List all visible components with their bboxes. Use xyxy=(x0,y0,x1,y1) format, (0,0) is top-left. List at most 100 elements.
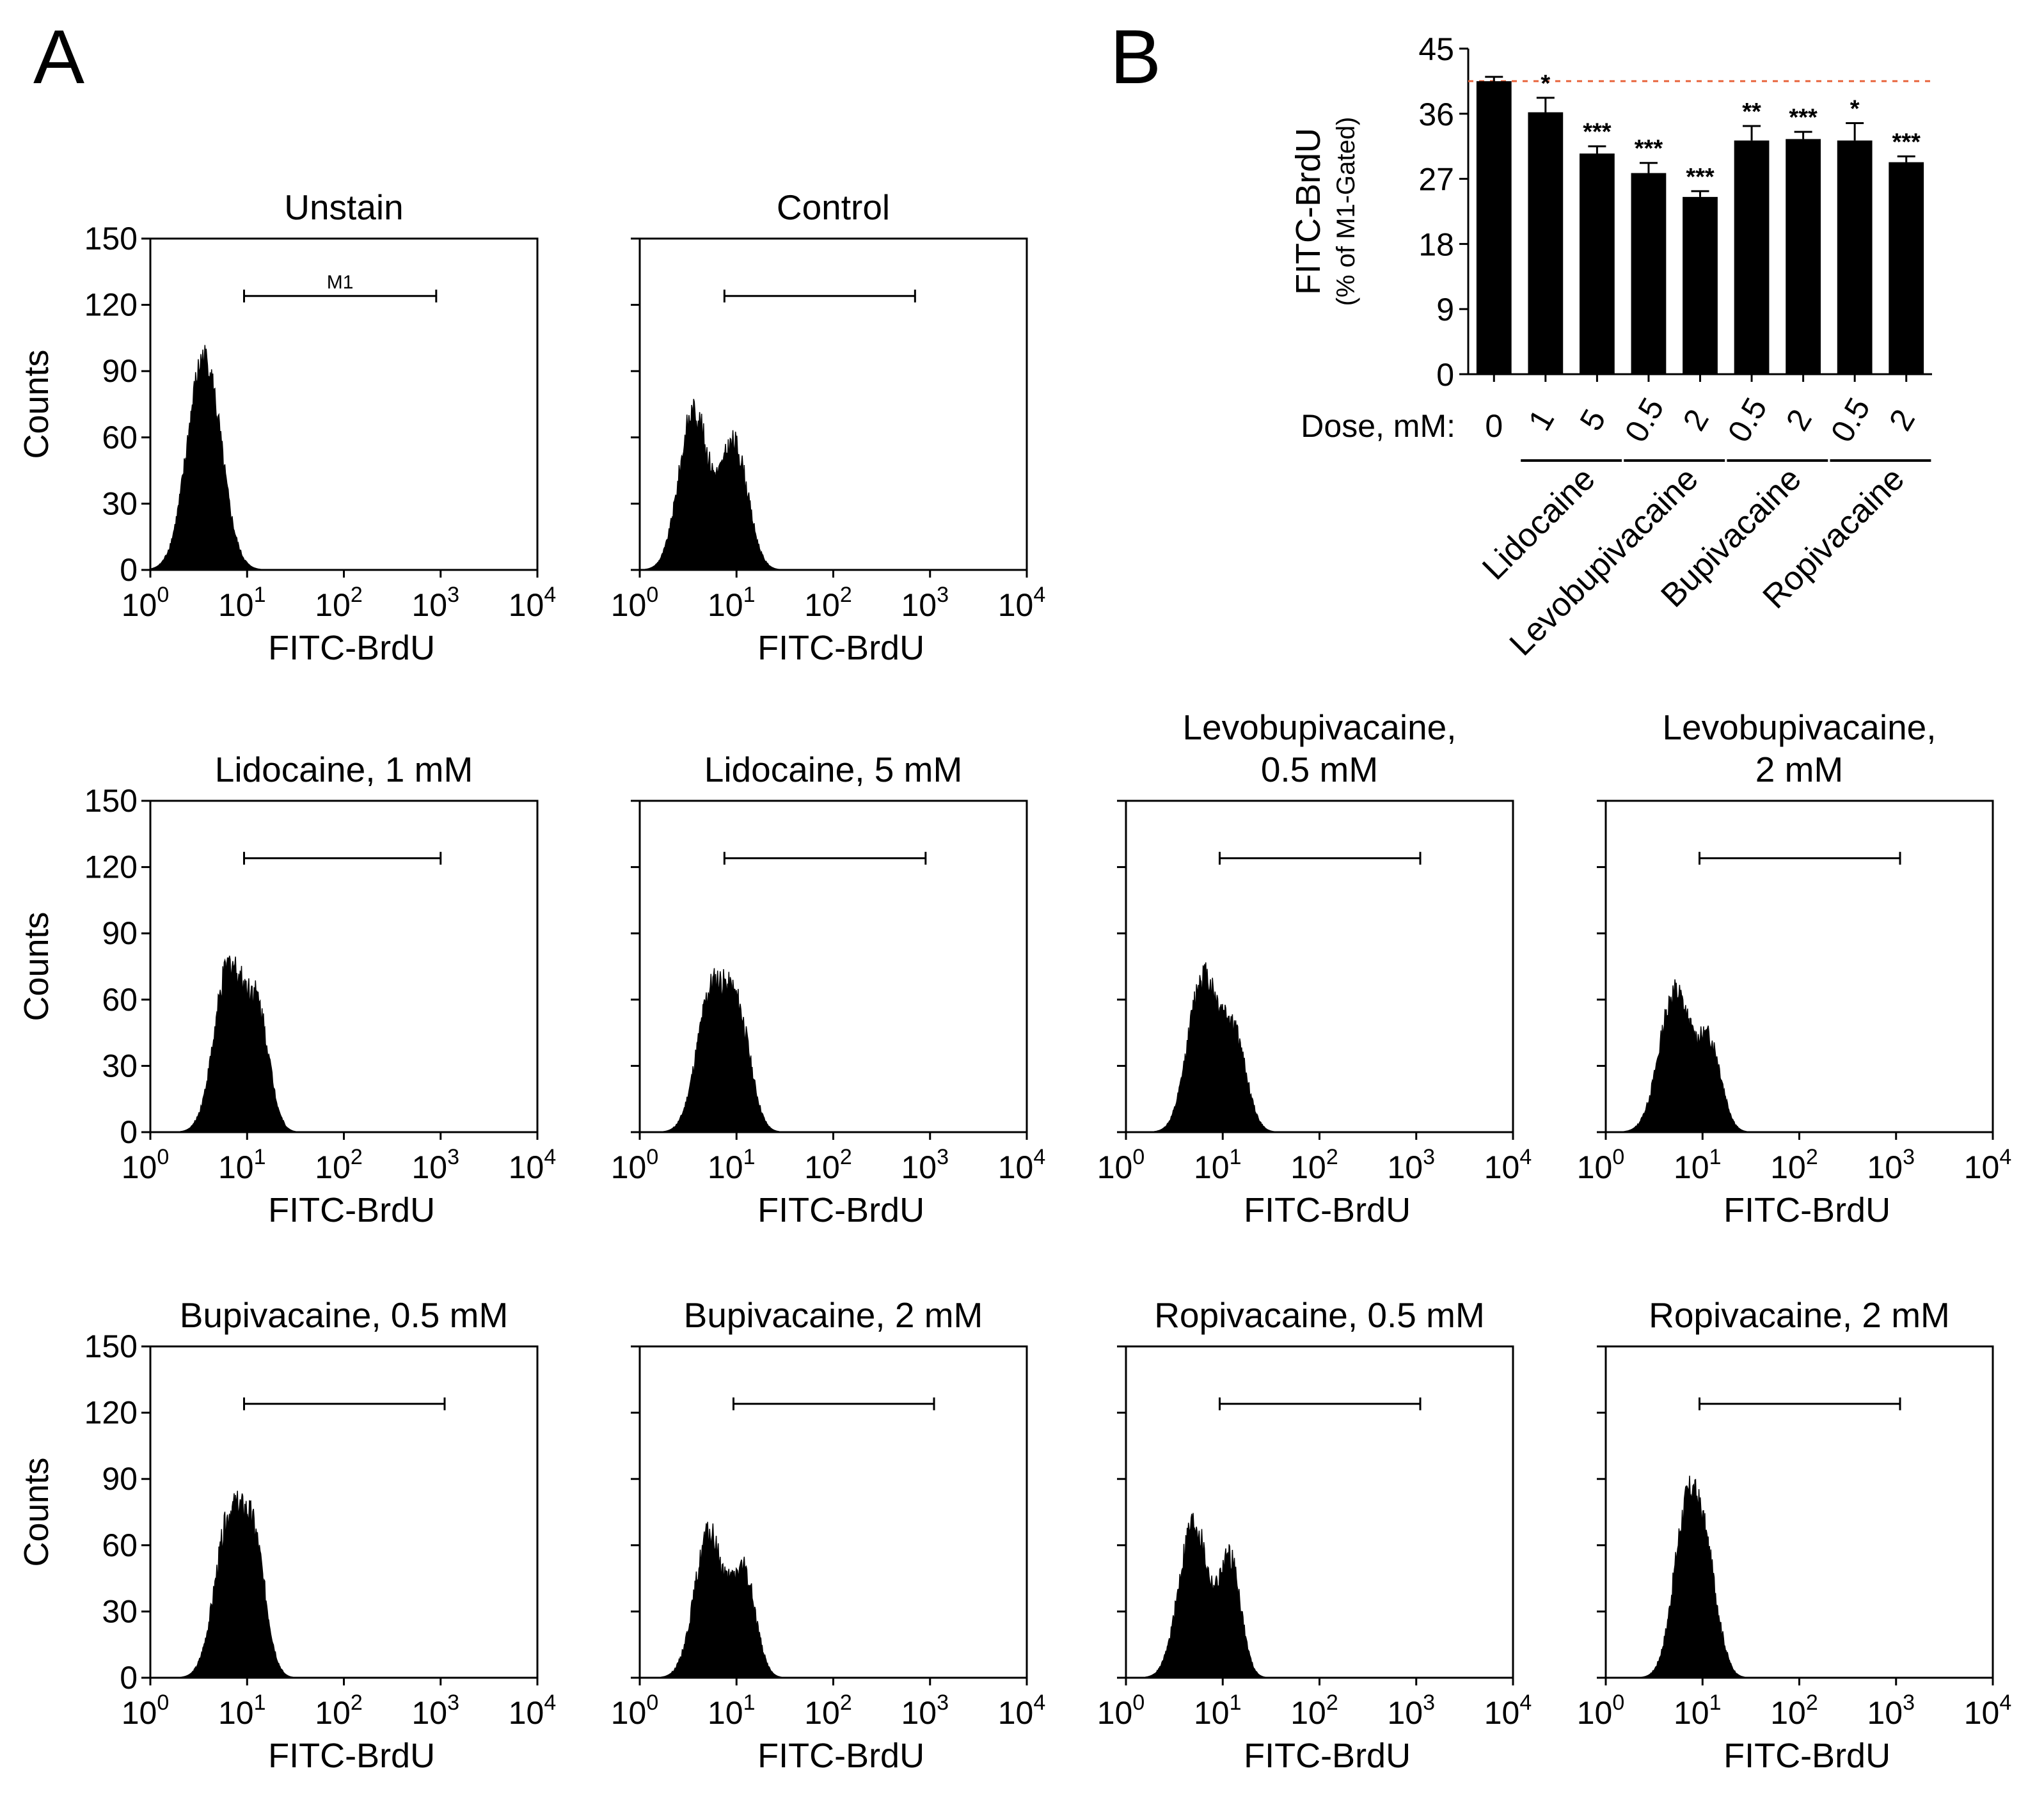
histogram-panel: 100 101 102 103 104 FITC-BrdU Lidocaine, 5 mM xyxy=(611,750,1046,1229)
dose-label: 0 xyxy=(1485,408,1503,444)
x-axis-label: FITC-BrdU xyxy=(268,629,435,667)
x-axis-label: FITC-BrdU xyxy=(1723,1737,1890,1775)
x-tick-label: 104 xyxy=(998,1145,1046,1185)
x-tick-label: 102 xyxy=(315,1691,363,1731)
dose-label: 0.5 xyxy=(1618,391,1671,448)
panel-title: Bupivacaine, 2 mM xyxy=(684,1295,983,1335)
significance-label: *** xyxy=(1583,119,1612,146)
bar xyxy=(1528,112,1564,374)
x-tick-label: 101 xyxy=(1674,1691,1722,1731)
y-tick-label: 18 xyxy=(1418,226,1454,262)
x-tick-label: 102 xyxy=(315,1145,363,1185)
x-tick-label: 103 xyxy=(1387,1691,1435,1731)
x-axis-label: FITC-BrdU xyxy=(1244,1737,1411,1775)
x-tick-label: 104 xyxy=(509,1145,557,1185)
gate-label: M1 xyxy=(327,272,354,293)
x-tick-label: 101 xyxy=(218,1145,266,1185)
x-tick-label: 102 xyxy=(1770,1145,1818,1185)
x-tick-label: 101 xyxy=(1674,1145,1722,1185)
bar xyxy=(1889,162,1924,374)
panel-label-b: B xyxy=(1110,14,1161,100)
histogram-area xyxy=(149,345,310,571)
y-tick-label: 30 xyxy=(102,1593,138,1629)
x-tick-label: 103 xyxy=(411,1145,459,1185)
x-tick-label: 100 xyxy=(1097,1145,1145,1185)
x-tick-label: 102 xyxy=(804,1691,852,1731)
panel-label-a: A xyxy=(33,14,84,100)
x-axis-label: FITC-BrdU xyxy=(268,1737,435,1775)
panel-title: 2 mM xyxy=(1755,750,1844,789)
x-tick-label: 101 xyxy=(708,583,756,623)
y-tick-label: 150 xyxy=(84,221,138,256)
significance-label: *** xyxy=(1789,104,1818,131)
y-tick-label: 90 xyxy=(102,353,138,389)
x-axis-label: FITC-BrdU xyxy=(1244,1191,1411,1229)
y-tick-label: 60 xyxy=(102,1527,138,1563)
y-tick-label: 36 xyxy=(1418,97,1454,132)
dose-label: 0.5 xyxy=(1824,391,1877,448)
x-tick-label: 101 xyxy=(1194,1145,1242,1185)
x-tick-label: 102 xyxy=(315,583,363,623)
x-tick-label: 101 xyxy=(708,1691,756,1731)
histogram-area xyxy=(640,968,800,1133)
x-axis-label: FITC-BrdU xyxy=(757,1737,924,1775)
x-tick-label: 104 xyxy=(509,583,557,623)
y-tick-label: 30 xyxy=(102,485,138,521)
x-tick-label: 103 xyxy=(901,583,949,623)
x-axis-label: FITC-BrdU xyxy=(757,1191,924,1229)
dose-label: 5 xyxy=(1573,403,1612,436)
histogram-panel: 0 30 60 90 120 150 100 101 102 103 104 FITC-BrdU Cou… xyxy=(17,750,556,1229)
x-tick-label: 102 xyxy=(1290,1691,1338,1731)
x-tick-label: 104 xyxy=(998,1691,1046,1731)
bar xyxy=(1683,196,1718,374)
x-tick-label: 104 xyxy=(1484,1691,1532,1731)
group-label: Levobupivacaine xyxy=(1503,460,1706,663)
x-tick-label: 103 xyxy=(1867,1691,1915,1731)
y-tick-label: 0 xyxy=(1436,357,1454,393)
x-tick-label: 100 xyxy=(1577,1145,1625,1185)
x-tick-label: 103 xyxy=(901,1145,949,1185)
significance-label: *** xyxy=(1686,164,1715,191)
y-axis-label: FITC-BrdU xyxy=(1289,128,1327,295)
panel-title: Bupivacaine, 0.5 mM xyxy=(180,1295,509,1335)
y-tick-label: 120 xyxy=(84,1395,138,1431)
dose-axis-label: Dose, mM: xyxy=(1301,408,1455,444)
panel-title: Ropivacaine, 0.5 mM xyxy=(1154,1295,1485,1335)
panel-title: Lidocaine, 1 mM xyxy=(215,750,473,789)
histogram-area xyxy=(639,398,800,571)
x-tick-label: 102 xyxy=(1770,1691,1818,1731)
dose-label: 2 xyxy=(1779,403,1819,436)
significance-label: *** xyxy=(1635,136,1663,162)
y-tick-label: 90 xyxy=(102,915,138,951)
x-tick-label: 100 xyxy=(122,1691,170,1731)
dose-label: 0.5 xyxy=(1721,391,1774,448)
x-tick-label: 104 xyxy=(1484,1145,1532,1185)
x-tick-label: 100 xyxy=(122,583,170,623)
x-tick-label: 103 xyxy=(411,1691,459,1731)
bar xyxy=(1631,173,1667,374)
histogram-area xyxy=(640,1522,800,1678)
x-axis-label: FITC-BrdU xyxy=(1723,1191,1890,1229)
bar xyxy=(1580,154,1615,374)
bar xyxy=(1786,139,1821,374)
histogram-area xyxy=(1126,962,1286,1133)
y-tick-label: 150 xyxy=(84,783,138,819)
y-tick-label: 0 xyxy=(120,1114,138,1150)
y-tick-label: 9 xyxy=(1436,292,1454,327)
y-tick-label: 90 xyxy=(102,1461,138,1497)
y-tick-label: 120 xyxy=(84,849,138,885)
panel-title: 0.5 mM xyxy=(1261,750,1378,789)
y-axis-sublabel: (% of M1-Gated) xyxy=(1332,117,1360,306)
y-tick-label: 120 xyxy=(84,287,138,323)
significance-label: ** xyxy=(1742,99,1761,125)
bar xyxy=(1837,140,1873,374)
panel-title: Unstain xyxy=(284,187,403,227)
panel-title: Control xyxy=(777,187,890,227)
x-axis-label: FITC-BrdU xyxy=(268,1191,435,1229)
bar xyxy=(1476,81,1512,375)
y-axis-label: Counts xyxy=(17,1457,56,1566)
histogram-panel: 100 101 102 103 104 FITC-BrdU Control xyxy=(611,187,1046,667)
x-tick-label: 103 xyxy=(1867,1145,1915,1185)
y-tick-label: 150 xyxy=(84,1329,138,1364)
x-tick-label: 100 xyxy=(1577,1691,1625,1731)
